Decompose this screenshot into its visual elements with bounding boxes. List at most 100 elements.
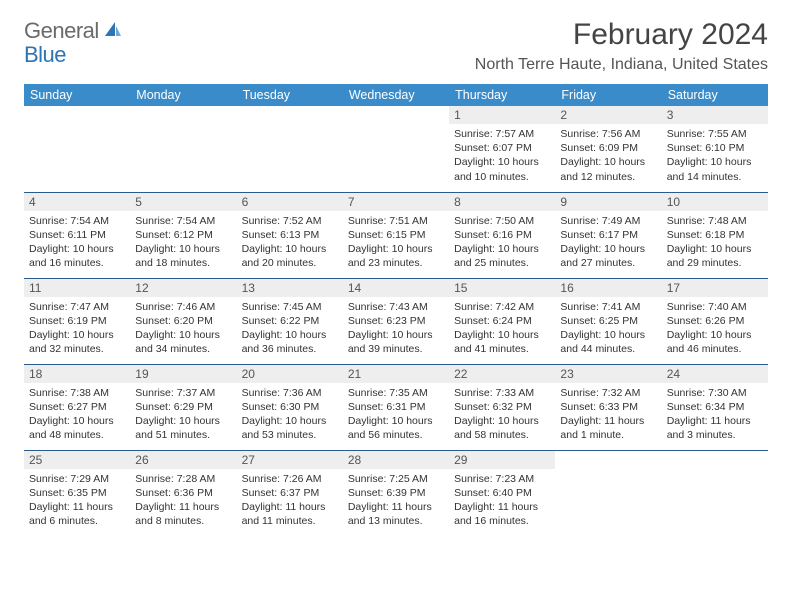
day-sun-data: Sunrise: 7:25 AMSunset: 6:39 PMDaylight:… <box>343 469 449 533</box>
calendar-day-cell: 5Sunrise: 7:54 AMSunset: 6:12 PMDaylight… <box>130 192 236 278</box>
day-sun-data: Sunrise: 7:56 AMSunset: 6:09 PMDaylight:… <box>555 124 661 188</box>
day-number: 11 <box>24 279 130 297</box>
day-number-empty <box>24 106 130 124</box>
calendar-day-cell: 4Sunrise: 7:54 AMSunset: 6:11 PMDaylight… <box>24 192 130 278</box>
day-number: 13 <box>237 279 343 297</box>
calendar-day-cell: 28Sunrise: 7:25 AMSunset: 6:39 PMDayligh… <box>343 450 449 536</box>
day-sun-data: Sunrise: 7:55 AMSunset: 6:10 PMDaylight:… <box>662 124 768 188</box>
calendar-day-cell <box>555 450 661 536</box>
day-number: 9 <box>555 193 661 211</box>
day-number: 21 <box>343 365 449 383</box>
calendar-day-cell: 12Sunrise: 7:46 AMSunset: 6:20 PMDayligh… <box>130 278 236 364</box>
day-number-empty <box>555 451 661 469</box>
day-sun-data: Sunrise: 7:54 AMSunset: 6:11 PMDaylight:… <box>24 211 130 275</box>
calendar-week-row: 1Sunrise: 7:57 AMSunset: 6:07 PMDaylight… <box>24 106 768 192</box>
weekday-header: Sunday <box>24 84 130 106</box>
title-block: February 2024 North Terre Haute, Indiana… <box>475 18 768 74</box>
calendar-week-row: 11Sunrise: 7:47 AMSunset: 6:19 PMDayligh… <box>24 278 768 364</box>
logo-text-general: General <box>24 18 99 44</box>
day-sun-data: Sunrise: 7:42 AMSunset: 6:24 PMDaylight:… <box>449 297 555 361</box>
day-number: 28 <box>343 451 449 469</box>
calendar-day-cell: 9Sunrise: 7:49 AMSunset: 6:17 PMDaylight… <box>555 192 661 278</box>
calendar-day-cell: 26Sunrise: 7:28 AMSunset: 6:36 PMDayligh… <box>130 450 236 536</box>
calendar-week-row: 25Sunrise: 7:29 AMSunset: 6:35 PMDayligh… <box>24 450 768 536</box>
day-number: 8 <box>449 193 555 211</box>
day-number: 17 <box>662 279 768 297</box>
day-sun-data: Sunrise: 7:41 AMSunset: 6:25 PMDaylight:… <box>555 297 661 361</box>
day-sun-data: Sunrise: 7:57 AMSunset: 6:07 PMDaylight:… <box>449 124 555 188</box>
day-number-empty <box>662 451 768 469</box>
calendar-day-cell <box>237 106 343 192</box>
day-sun-data: Sunrise: 7:33 AMSunset: 6:32 PMDaylight:… <box>449 383 555 447</box>
day-number: 29 <box>449 451 555 469</box>
day-number: 22 <box>449 365 555 383</box>
weekday-header: Wednesday <box>343 84 449 106</box>
day-number: 19 <box>130 365 236 383</box>
day-sun-data: Sunrise: 7:30 AMSunset: 6:34 PMDaylight:… <box>662 383 768 447</box>
calendar-day-cell <box>130 106 236 192</box>
calendar-day-cell: 13Sunrise: 7:45 AMSunset: 6:22 PMDayligh… <box>237 278 343 364</box>
logo-sail-icon <box>103 20 123 43</box>
day-number: 5 <box>130 193 236 211</box>
day-number: 6 <box>237 193 343 211</box>
calendar-day-cell: 23Sunrise: 7:32 AMSunset: 6:33 PMDayligh… <box>555 364 661 450</box>
calendar-day-cell: 27Sunrise: 7:26 AMSunset: 6:37 PMDayligh… <box>237 450 343 536</box>
day-sun-data: Sunrise: 7:51 AMSunset: 6:15 PMDaylight:… <box>343 211 449 275</box>
day-number: 20 <box>237 365 343 383</box>
calendar-day-cell: 8Sunrise: 7:50 AMSunset: 6:16 PMDaylight… <box>449 192 555 278</box>
day-number: 15 <box>449 279 555 297</box>
calendar-day-cell: 20Sunrise: 7:36 AMSunset: 6:30 PMDayligh… <box>237 364 343 450</box>
day-sun-data: Sunrise: 7:54 AMSunset: 6:12 PMDaylight:… <box>130 211 236 275</box>
day-sun-data: Sunrise: 7:29 AMSunset: 6:35 PMDaylight:… <box>24 469 130 533</box>
day-sun-data: Sunrise: 7:32 AMSunset: 6:33 PMDaylight:… <box>555 383 661 447</box>
day-number: 12 <box>130 279 236 297</box>
day-sun-data: Sunrise: 7:35 AMSunset: 6:31 PMDaylight:… <box>343 383 449 447</box>
calendar-day-cell: 17Sunrise: 7:40 AMSunset: 6:26 PMDayligh… <box>662 278 768 364</box>
day-sun-data: Sunrise: 7:48 AMSunset: 6:18 PMDaylight:… <box>662 211 768 275</box>
day-sun-data: Sunrise: 7:47 AMSunset: 6:19 PMDaylight:… <box>24 297 130 361</box>
calendar-table: Sunday Monday Tuesday Wednesday Thursday… <box>24 84 768 536</box>
calendar-day-cell: 19Sunrise: 7:37 AMSunset: 6:29 PMDayligh… <box>130 364 236 450</box>
calendar-day-cell: 18Sunrise: 7:38 AMSunset: 6:27 PMDayligh… <box>24 364 130 450</box>
calendar-day-cell: 11Sunrise: 7:47 AMSunset: 6:19 PMDayligh… <box>24 278 130 364</box>
weekday-header: Tuesday <box>237 84 343 106</box>
day-sun-data: Sunrise: 7:50 AMSunset: 6:16 PMDaylight:… <box>449 211 555 275</box>
calendar-day-cell: 14Sunrise: 7:43 AMSunset: 6:23 PMDayligh… <box>343 278 449 364</box>
calendar-week-row: 4Sunrise: 7:54 AMSunset: 6:11 PMDaylight… <box>24 192 768 278</box>
day-number-empty <box>343 106 449 124</box>
day-number: 23 <box>555 365 661 383</box>
day-sun-data: Sunrise: 7:43 AMSunset: 6:23 PMDaylight:… <box>343 297 449 361</box>
logo-blue-wrap: Blue <box>24 42 66 68</box>
day-number: 25 <box>24 451 130 469</box>
day-number: 10 <box>662 193 768 211</box>
weekday-header: Friday <box>555 84 661 106</box>
day-number: 4 <box>24 193 130 211</box>
day-number: 2 <box>555 106 661 124</box>
calendar-day-cell: 10Sunrise: 7:48 AMSunset: 6:18 PMDayligh… <box>662 192 768 278</box>
header: General February 2024 North Terre Haute,… <box>24 18 768 74</box>
day-sun-data: Sunrise: 7:52 AMSunset: 6:13 PMDaylight:… <box>237 211 343 275</box>
calendar-day-cell: 6Sunrise: 7:52 AMSunset: 6:13 PMDaylight… <box>237 192 343 278</box>
day-sun-data: Sunrise: 7:36 AMSunset: 6:30 PMDaylight:… <box>237 383 343 447</box>
day-sun-data: Sunrise: 7:26 AMSunset: 6:37 PMDaylight:… <box>237 469 343 533</box>
day-sun-data: Sunrise: 7:46 AMSunset: 6:20 PMDaylight:… <box>130 297 236 361</box>
calendar-day-cell: 24Sunrise: 7:30 AMSunset: 6:34 PMDayligh… <box>662 364 768 450</box>
calendar-day-cell: 15Sunrise: 7:42 AMSunset: 6:24 PMDayligh… <box>449 278 555 364</box>
day-sun-data: Sunrise: 7:45 AMSunset: 6:22 PMDaylight:… <box>237 297 343 361</box>
location-subtitle: North Terre Haute, Indiana, United State… <box>475 56 768 74</box>
day-sun-data: Sunrise: 7:23 AMSunset: 6:40 PMDaylight:… <box>449 469 555 533</box>
day-sun-data: Sunrise: 7:49 AMSunset: 6:17 PMDaylight:… <box>555 211 661 275</box>
logo-text-blue: Blue <box>24 42 66 67</box>
day-number: 26 <box>130 451 236 469</box>
calendar-day-cell <box>662 450 768 536</box>
day-number: 14 <box>343 279 449 297</box>
weekday-header: Monday <box>130 84 236 106</box>
day-number: 27 <box>237 451 343 469</box>
day-sun-data: Sunrise: 7:38 AMSunset: 6:27 PMDaylight:… <box>24 383 130 447</box>
calendar-day-cell: 25Sunrise: 7:29 AMSunset: 6:35 PMDayligh… <box>24 450 130 536</box>
calendar-day-cell: 21Sunrise: 7:35 AMSunset: 6:31 PMDayligh… <box>343 364 449 450</box>
calendar-day-cell: 7Sunrise: 7:51 AMSunset: 6:15 PMDaylight… <box>343 192 449 278</box>
day-number: 16 <box>555 279 661 297</box>
day-number-empty <box>237 106 343 124</box>
calendar-day-cell <box>343 106 449 192</box>
